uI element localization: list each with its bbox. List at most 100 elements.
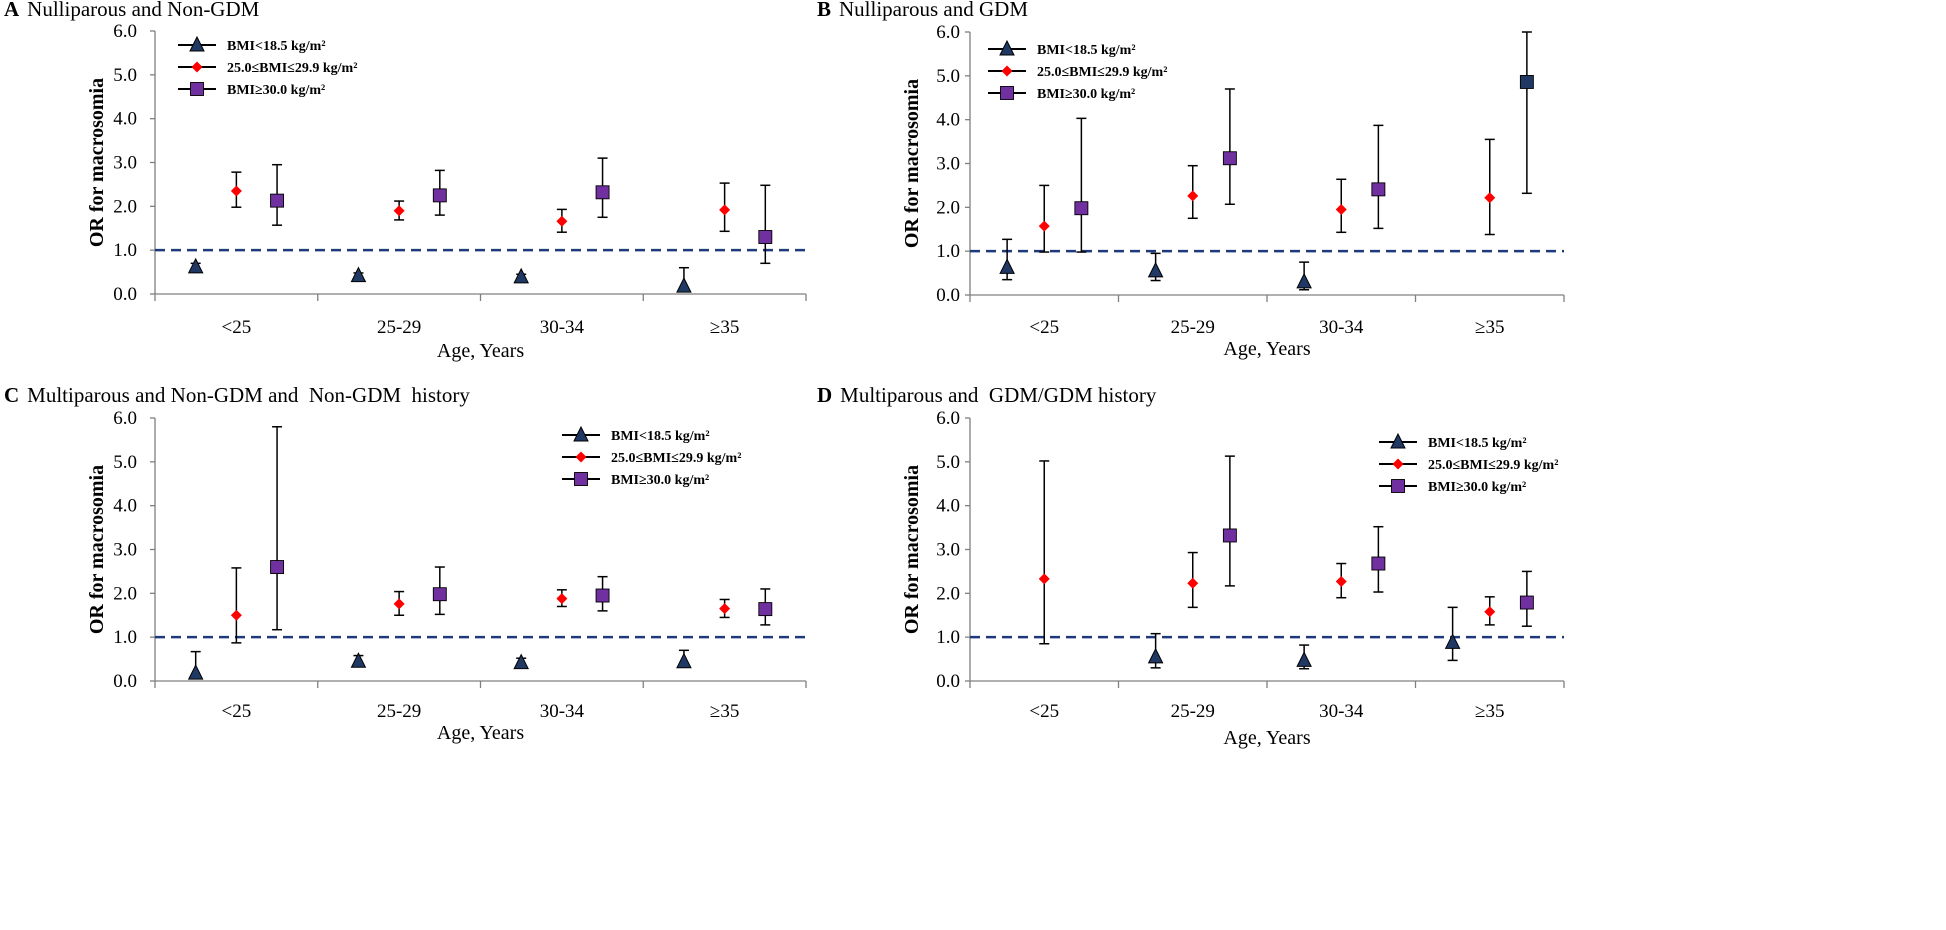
x-tick-label: <25	[1029, 317, 1059, 338]
x-tick-label: 30-34	[1319, 317, 1364, 338]
series-triangle	[187, 257, 692, 293]
x-tick-label: <25	[222, 317, 252, 338]
x-tick-label: ≥35	[710, 701, 739, 722]
x-tick-label: <25	[1029, 701, 1059, 722]
x-tick-label: 30-34	[1319, 701, 1364, 722]
y-tick-label: 2.0	[113, 583, 137, 604]
y-tick-label: 6.0	[113, 21, 137, 42]
data-point-square	[1222, 151, 1237, 166]
y-axis-title: OR for macrosomia	[901, 79, 923, 248]
y-tick-label: 4.0	[113, 496, 137, 517]
panel-d: D Multiparous and GDM/GDM history 0.0 1.0 2.…	[817, 383, 1565, 749]
series-square	[1222, 455, 1534, 627]
x-tick-label: ≥35	[710, 317, 739, 338]
panel-letter: B	[817, 0, 831, 21]
data-point-triangle	[999, 258, 1015, 274]
legend-marker-diamond	[575, 451, 587, 463]
panel-title-text: Nulliparous and GDM	[839, 0, 1028, 21]
x-axis-title: Age, Years	[1223, 727, 1310, 749]
x-tick-label: 30-34	[540, 317, 585, 338]
panel-a: A Nulliparous and Non-GDM 0.0 1.0 2.0 3.0 4.0 5…	[4, 0, 807, 362]
y-tick-label: 5.0	[936, 452, 960, 473]
data-point-triangle	[1147, 647, 1164, 664]
series-triangle	[1147, 606, 1461, 670]
panel-title: A Nulliparous and Non-GDM	[4, 0, 260, 21]
panel-title-text: Multiparous and Non-GDM and Non-GDM hist…	[27, 383, 470, 407]
data-point-triangle	[1296, 651, 1312, 667]
data-point-square	[270, 193, 285, 208]
data-point-diamond	[1038, 220, 1050, 232]
data-point-square	[595, 185, 610, 200]
y-tick-label: 0.0	[113, 671, 137, 692]
y-tick-label: 2.0	[936, 197, 960, 218]
panel-letter: C	[4, 383, 19, 407]
legend: BMI<18.5 kg/m² 25.0≤BMI≤29.9 kg/m² BMI≥30.…	[178, 35, 357, 98]
y-tick-label: 5.0	[936, 66, 960, 87]
x-axis-title: Age, Years	[437, 340, 524, 362]
legend-label: BMI≥30.0 kg/m²	[1428, 480, 1526, 495]
data-point-diamond	[1484, 192, 1496, 204]
panel-c: C Multiparous and Non-GDM and Non-GDM his…	[4, 383, 807, 744]
legend: BMI<18.5 kg/m² 25.0≤BMI≤29.9 kg/m² BMI≥30.…	[988, 39, 1167, 102]
data-point-square	[758, 602, 773, 617]
data-point-diamond	[230, 609, 242, 621]
panel-title: D Multiparous and GDM/GDM history	[817, 383, 1157, 407]
panel-title-text: Multiparous and GDM/GDM history	[840, 383, 1157, 407]
data-point-diamond	[556, 593, 568, 605]
legend-marker-square	[1000, 86, 1014, 100]
x-tick-label: 30-34	[540, 701, 585, 722]
data-point-square	[758, 230, 773, 244]
y-tick-label: 1.0	[936, 627, 960, 648]
data-point-square	[1519, 75, 1534, 89]
data-point-square	[432, 587, 447, 602]
y-tick-label: 5.0	[113, 452, 137, 473]
data-point-diamond	[1335, 204, 1347, 216]
y-tick-label: 0.0	[936, 285, 960, 306]
series-diamond	[1038, 460, 1496, 645]
x-tick-label: ≥35	[1475, 701, 1504, 722]
data-point-diamond	[719, 204, 731, 216]
legend-marker-triangle	[573, 425, 589, 442]
legend-label: BMI<18.5 kg/m²	[1037, 43, 1136, 58]
x-tick-label: 25-29	[377, 701, 421, 722]
legend-marker-diamond	[1001, 65, 1013, 77]
x-tick-label: 25-29	[1171, 701, 1215, 722]
data-point-triangle	[676, 652, 692, 669]
y-axis-title: OR for macrosomia	[86, 465, 108, 634]
legend-marker-diamond	[1392, 458, 1404, 470]
data-point-square	[270, 560, 285, 574]
series-square	[270, 426, 773, 631]
x-axis-title: Age, Years	[437, 722, 524, 744]
data-point-diamond	[1484, 606, 1496, 618]
data-point-triangle	[1147, 261, 1164, 278]
y-tick-label: 0.0	[113, 284, 137, 305]
y-tick-label: 3.0	[113, 540, 137, 561]
panel-letter: A	[4, 0, 20, 21]
panel-title: B Nulliparous and GDM	[817, 0, 1028, 21]
y-tick-label: 4.0	[936, 110, 960, 131]
legend-label: 25.0≤BMI≤29.9 kg/m²	[1037, 65, 1167, 80]
series-diamond	[230, 171, 731, 233]
y-tick-label: 6.0	[113, 408, 137, 429]
legend-label: BMI<18.5 kg/m²	[611, 429, 710, 444]
legend-label: 25.0≤BMI≤29.9 kg/m²	[1428, 458, 1558, 473]
data-point-diamond	[393, 598, 405, 610]
y-tick-label: 1.0	[936, 241, 960, 262]
data-point-triangle	[350, 652, 367, 668]
y-tick-label: 2.0	[113, 196, 137, 217]
series-square	[1074, 31, 1534, 253]
data-point-square	[1371, 182, 1386, 197]
y-tick-label: 4.0	[113, 109, 137, 130]
data-point-triangle	[676, 276, 692, 293]
x-tick-label: 25-29	[1171, 317, 1215, 338]
data-point-square	[432, 188, 447, 203]
data-point-diamond	[1335, 575, 1347, 587]
y-tick-label: 6.0	[936, 22, 960, 43]
data-point-diamond	[1187, 577, 1199, 589]
data-point-triangle	[513, 267, 529, 284]
series-diamond	[1038, 138, 1496, 253]
y-tick-label: 3.0	[936, 154, 960, 175]
legend-label: BMI≥30.0 kg/m²	[227, 83, 325, 98]
series-triangle	[999, 238, 1312, 291]
